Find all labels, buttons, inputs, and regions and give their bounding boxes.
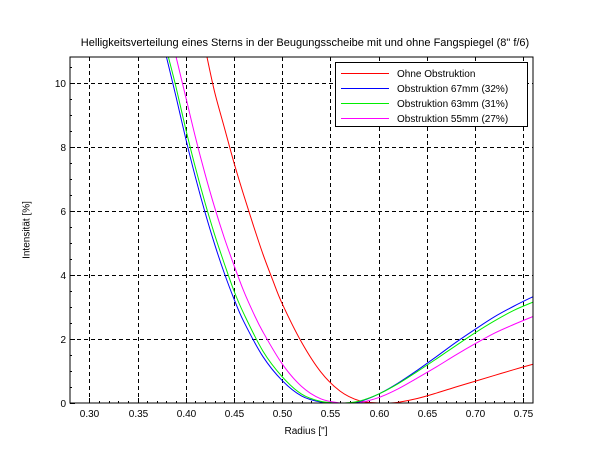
y-tick-label: 2 — [60, 335, 66, 346]
series-lines — [165, 57, 533, 403]
y-axis-label-text: Intensität [%] — [21, 201, 33, 259]
y-tick-label: 0 — [60, 399, 66, 410]
x-tick-label: 0.60 — [370, 409, 390, 420]
x-axis-label-text: Radius ["] — [284, 426, 328, 437]
x-tick-label: 0.65 — [418, 409, 438, 420]
y-tick-label: 8 — [60, 143, 66, 154]
x-tick-label: 0.55 — [321, 409, 341, 420]
x-axis-label: Radius ["] — [0, 426, 610, 437]
plot-frame — [69, 56, 534, 404]
chart-title: Helligkeitsverteilung eines Sterns in de… — [80, 37, 530, 49]
legend: Ohne Obstruktion Obstruktion 67mm (32%) Ob… — [335, 62, 528, 127]
series-line — [165, 57, 533, 403]
legend-label: Obstruktion 55mm (27%) — [397, 114, 508, 125]
y-tick-label: 6 — [60, 207, 66, 218]
x-tick-label: 0.45 — [225, 409, 245, 420]
legend-label: Obstruktion 67mm (32%) — [397, 84, 508, 95]
grid — [70, 57, 533, 403]
y-tick-labels: 0 2 4 6 8 10 — [55, 79, 67, 410]
series-line — [175, 57, 533, 403]
x-tick-label: 0.35 — [129, 409, 149, 420]
legend-label: Ohne Obstruktion — [397, 69, 475, 80]
y-tick-label: 4 — [60, 271, 66, 282]
x-tick-labels: 0.30 0.35 0.40 0.45 0.50 0.55 0.60 0.65 0.70 0.75 — [80, 409, 534, 420]
x-tick-label: 0.50 — [273, 409, 293, 420]
x-tick-label: 0.75 — [514, 409, 534, 420]
x-tick-label: 0.30 — [80, 409, 100, 420]
series-line — [206, 57, 533, 403]
series-line — [167, 57, 533, 403]
x-tick-label: 0.40 — [177, 409, 197, 420]
x-tick-label: 0.70 — [466, 409, 486, 420]
y-tick-label: 10 — [55, 79, 67, 90]
legend-label: Obstruktion 63mm (31%) — [397, 99, 508, 110]
